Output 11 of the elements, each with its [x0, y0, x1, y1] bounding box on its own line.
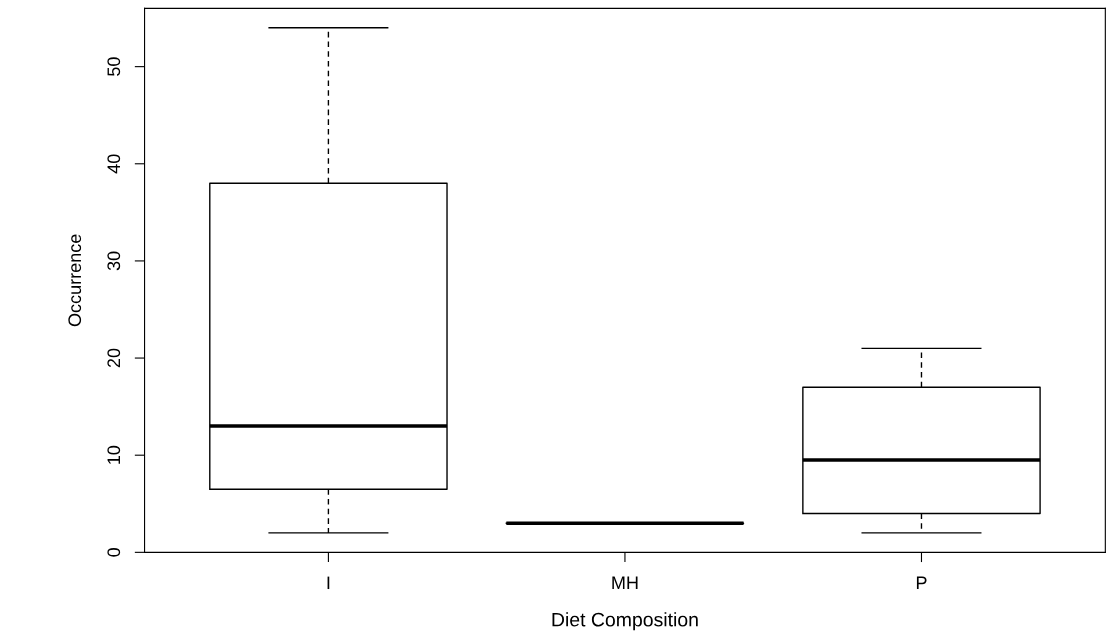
x-tick-label: MH	[612, 576, 638, 590]
y-tick-label: 40	[107, 154, 121, 174]
y-tick-label: 50	[107, 57, 121, 76]
y-axis-title: Occurrence	[68, 234, 82, 327]
x-tick-label: I	[327, 576, 330, 590]
x-tick-label: P	[916, 576, 927, 590]
x-axis-title: Diet Composition	[552, 612, 698, 631]
y-tick-label: 30	[107, 251, 121, 271]
y-tick-label: 0	[107, 548, 121, 557]
y-tick-label: 10	[107, 445, 121, 464]
y-tick-label: 20	[107, 348, 121, 368]
